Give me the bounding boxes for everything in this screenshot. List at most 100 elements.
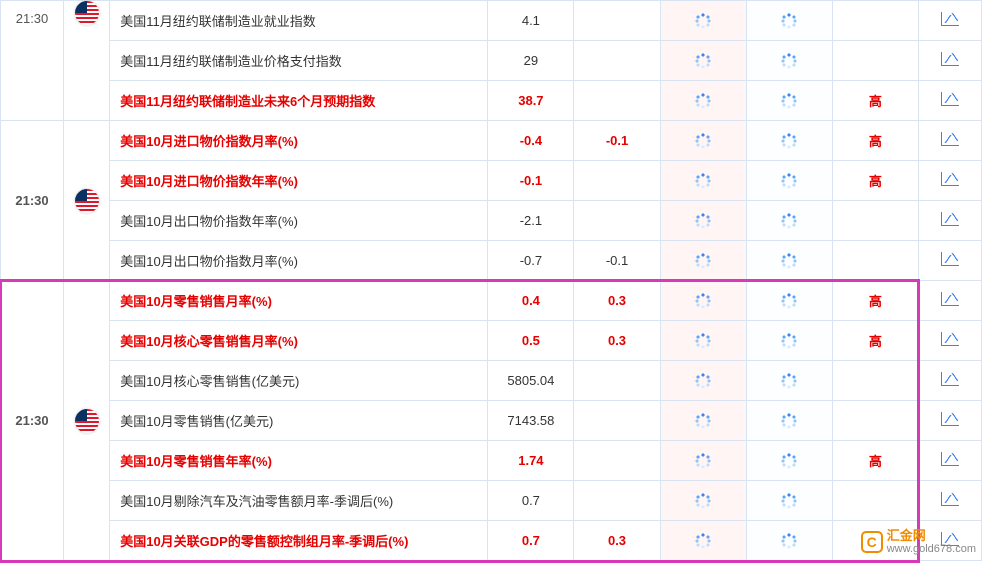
spinner-icon bbox=[695, 493, 711, 509]
forecast-value: 0.3 bbox=[574, 281, 660, 321]
actual-value-loading bbox=[660, 401, 746, 441]
forecast-value bbox=[574, 401, 660, 441]
spinner-icon bbox=[695, 53, 711, 69]
chart-cell[interactable] bbox=[918, 121, 981, 161]
actual-value-loading bbox=[660, 441, 746, 481]
flag-cell bbox=[64, 1, 110, 121]
forecast-value bbox=[574, 201, 660, 241]
spinner-icon bbox=[781, 373, 797, 389]
forecast-value: 0.3 bbox=[574, 321, 660, 361]
prev-value: -0.4 bbox=[488, 121, 574, 161]
chart-icon bbox=[941, 92, 959, 106]
spinner-icon bbox=[695, 293, 711, 309]
chart-cell[interactable] bbox=[918, 401, 981, 441]
importance-high: 高 bbox=[869, 174, 882, 189]
importance-cell: 高 bbox=[832, 121, 918, 161]
indicator-name[interactable]: 美国11月纽约联储制造业未来6个月预期指数 bbox=[110, 81, 488, 121]
econ-calendar-wrap: 21:30美国11月纽约联储制造业就业指数4.1美国11月纽约联储制造业价格支付… bbox=[0, 0, 982, 561]
table-row: 21:30美国10月零售销售月率(%)0.40.3高 bbox=[1, 281, 982, 321]
forecast-value: 0.3 bbox=[574, 521, 660, 561]
importance-high: 高 bbox=[869, 94, 882, 109]
impact-loading bbox=[746, 241, 832, 281]
chart-cell[interactable] bbox=[918, 321, 981, 361]
indicator-name[interactable]: 美国10月核心零售销售(亿美元) bbox=[110, 361, 488, 401]
impact-loading bbox=[746, 81, 832, 121]
spinner-icon bbox=[695, 13, 711, 29]
table-row: 美国11月纽约联储制造业未来6个月预期指数38.7 高 bbox=[1, 81, 982, 121]
spinner-icon bbox=[781, 253, 797, 269]
indicator-name[interactable]: 美国10月零售销售(亿美元) bbox=[110, 401, 488, 441]
indicator-name[interactable]: 美国10月核心零售销售月率(%) bbox=[110, 321, 488, 361]
prev-value: 38.7 bbox=[488, 81, 574, 121]
forecast-value bbox=[574, 441, 660, 481]
chart-icon bbox=[941, 332, 959, 346]
time-cell: 21:30 bbox=[1, 281, 64, 561]
impact-loading bbox=[746, 161, 832, 201]
indicator-name[interactable]: 美国10月出口物价指数年率(%) bbox=[110, 201, 488, 241]
indicator-name[interactable]: 美国10月进口物价指数月率(%) bbox=[110, 121, 488, 161]
spinner-icon bbox=[781, 453, 797, 469]
actual-value-loading bbox=[660, 161, 746, 201]
flag-cell bbox=[64, 281, 110, 561]
importance-cell: 高 bbox=[832, 281, 918, 321]
chart-icon bbox=[941, 412, 959, 426]
indicator-name[interactable]: 美国11月纽约联储制造业价格支付指数 bbox=[110, 41, 488, 81]
indicator-name[interactable]: 美国10月关联GDP的零售额控制组月率-季调后(%) bbox=[110, 521, 488, 561]
importance-cell bbox=[832, 201, 918, 241]
spinner-icon bbox=[695, 453, 711, 469]
chart-icon bbox=[941, 212, 959, 226]
table-row: 美国10月零售销售年率(%)1.74 高 bbox=[1, 441, 982, 481]
actual-value-loading bbox=[660, 81, 746, 121]
importance-high: 高 bbox=[869, 454, 882, 469]
chart-icon bbox=[941, 292, 959, 306]
importance-cell bbox=[832, 401, 918, 441]
chart-cell[interactable] bbox=[918, 1, 981, 41]
chart-cell[interactable] bbox=[918, 481, 981, 521]
forecast-value bbox=[574, 81, 660, 121]
chart-cell[interactable] bbox=[918, 41, 981, 81]
spinner-icon bbox=[781, 293, 797, 309]
prev-value: 5805.04 bbox=[488, 361, 574, 401]
table-row: 美国11月纽约联储制造业价格支付指数29 bbox=[1, 41, 982, 81]
indicator-name[interactable]: 美国10月剔除汽车及汽油零售额月率-季调后(%) bbox=[110, 481, 488, 521]
flag-cell bbox=[64, 121, 110, 281]
chart-cell[interactable] bbox=[918, 241, 981, 281]
prev-value: 7143.58 bbox=[488, 401, 574, 441]
watermark-logo: C bbox=[861, 531, 883, 553]
indicator-name[interactable]: 美国10月零售销售月率(%) bbox=[110, 281, 488, 321]
chart-icon bbox=[941, 52, 959, 66]
spinner-icon bbox=[695, 173, 711, 189]
indicator-name[interactable]: 美国10月出口物价指数月率(%) bbox=[110, 241, 488, 281]
table-row: 21:30美国10月进口物价指数月率(%)-0.4-0.1高 bbox=[1, 121, 982, 161]
table-row: 美国10月核心零售销售月率(%)0.50.3高 bbox=[1, 321, 982, 361]
importance-cell bbox=[832, 41, 918, 81]
indicator-name[interactable]: 美国11月纽约联储制造业就业指数 bbox=[110, 1, 488, 41]
watermark-sub: www.gold678.com bbox=[887, 543, 976, 555]
prev-value: 0.7 bbox=[488, 521, 574, 561]
forecast-value bbox=[574, 481, 660, 521]
chart-cell[interactable] bbox=[918, 361, 981, 401]
table-row: 美国10月出口物价指数月率(%)-0.7-0.1 bbox=[1, 241, 982, 281]
prev-value: 0.7 bbox=[488, 481, 574, 521]
chart-cell[interactable] bbox=[918, 161, 981, 201]
spinner-icon bbox=[781, 333, 797, 349]
table-row: 美国10月零售销售(亿美元)7143.58 bbox=[1, 401, 982, 441]
chart-cell[interactable] bbox=[918, 201, 981, 241]
prev-value: -2.1 bbox=[488, 201, 574, 241]
chart-icon bbox=[941, 452, 959, 466]
spinner-icon bbox=[695, 93, 711, 109]
spinner-icon bbox=[781, 493, 797, 509]
indicator-name[interactable]: 美国10月进口物价指数年率(%) bbox=[110, 161, 488, 201]
us-flag-icon bbox=[75, 189, 99, 213]
importance-cell bbox=[832, 1, 918, 41]
indicator-name[interactable]: 美国10月零售销售年率(%) bbox=[110, 441, 488, 481]
importance-high: 高 bbox=[869, 334, 882, 349]
chart-icon bbox=[941, 12, 959, 26]
time-cell: 21:30 bbox=[1, 1, 64, 121]
chart-cell[interactable] bbox=[918, 281, 981, 321]
prev-value: 1.74 bbox=[488, 441, 574, 481]
spinner-icon bbox=[695, 253, 711, 269]
chart-cell[interactable] bbox=[918, 81, 981, 121]
table-row: 21:30美国11月纽约联储制造业就业指数4.1 bbox=[1, 1, 982, 41]
chart-cell[interactable] bbox=[918, 441, 981, 481]
